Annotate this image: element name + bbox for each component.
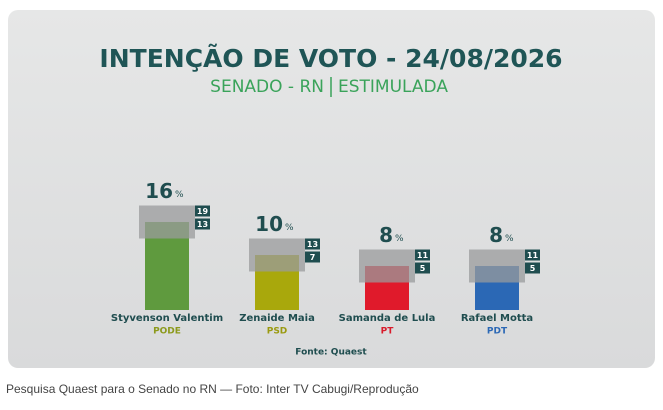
value-unit: % <box>175 190 184 200</box>
margin-range <box>139 205 195 239</box>
lower-box <box>195 218 210 230</box>
lower-box <box>305 251 320 263</box>
margin-range <box>359 249 415 283</box>
value-unit: % <box>505 234 514 244</box>
margin-range <box>249 238 305 272</box>
party-label: PODE <box>153 327 181 337</box>
source: Fonte: Quaest <box>295 348 367 358</box>
margin-range <box>469 249 525 283</box>
category-label: Samanda de Lula <box>339 313 436 324</box>
lower-box <box>415 262 430 274</box>
value-unit: % <box>285 223 294 233</box>
upper-label: 11 <box>417 251 429 260</box>
lower-label: 5 <box>420 264 426 273</box>
party-label: PT <box>381 327 395 337</box>
value-label: 16 <box>145 179 173 203</box>
chart: INTENÇÃO DE VOTO - 24/08/2026 SENADO - R… <box>8 10 655 368</box>
upper-label: 19 <box>197 207 209 216</box>
upper-box <box>195 205 210 217</box>
chart-subtitle: SENADO - RN <box>210 77 324 97</box>
value-unit: % <box>395 234 404 244</box>
upper-box <box>305 238 320 250</box>
category-label: Zenaide Maia <box>239 313 315 324</box>
upper-box <box>525 249 540 261</box>
value-label: 8 <box>379 223 393 247</box>
upper-box <box>415 249 430 261</box>
category-label: Styvenson Valentim <box>111 313 223 324</box>
caption: Pesquisa Quaest para o Senado no RN — Fo… <box>6 382 419 396</box>
value-label: 8 <box>489 223 503 247</box>
party-label: PDT <box>487 327 508 337</box>
category-label: Rafael Motta <box>461 313 533 324</box>
chart-subtitle: ESTIMULADA <box>338 77 448 97</box>
value-label: 10 <box>255 212 283 236</box>
lower-label: 5 <box>530 264 536 273</box>
lower-box <box>525 262 540 274</box>
chart-title: INTENÇÃO DE VOTO - 24/08/2026 <box>99 44 562 73</box>
lower-label: 7 <box>310 253 316 262</box>
upper-label: 11 <box>527 251 539 260</box>
party-label: PSD <box>267 327 288 337</box>
lower-label: 13 <box>197 220 208 229</box>
upper-label: 13 <box>307 240 318 249</box>
